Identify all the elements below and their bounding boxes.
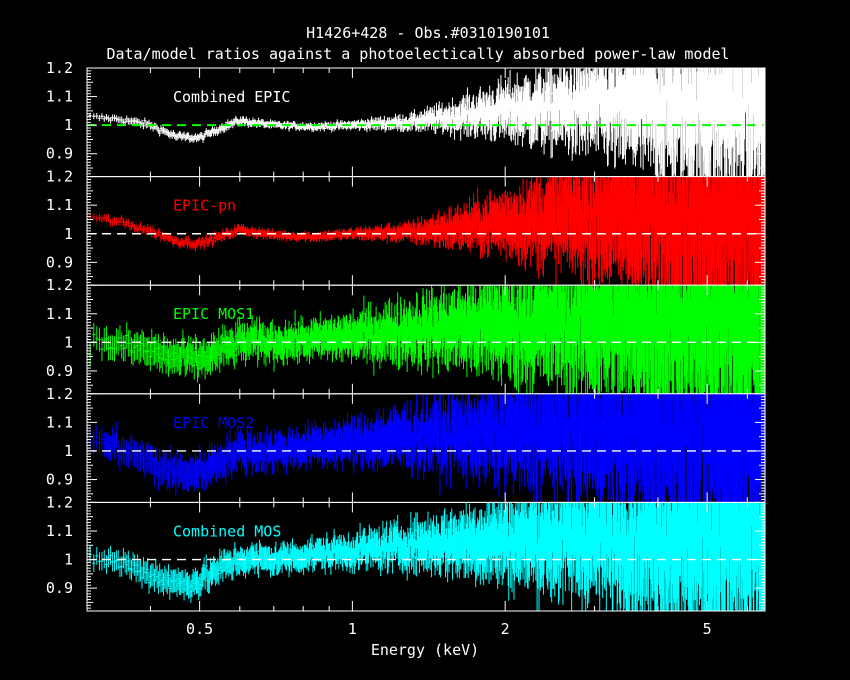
panels-group: Combined EPIC 0.9 1 1.1 1.2 EPIC-pn 0.9 1 1.1 1.2… [46, 59, 766, 638]
panel-label: Combined EPIC [173, 88, 290, 106]
data-points [88, 176, 765, 286]
y-tick-label: 1.2 [46, 168, 73, 186]
x-axis-label: Energy (keV) [371, 641, 479, 659]
y-tick-label: 1.1 [46, 88, 73, 106]
y-tick-label: 1.2 [46, 59, 73, 77]
panel-combined-epic: Combined EPIC 0.9 1 1.1 1.2 [46, 59, 766, 178]
chart-subtitle: Data/model ratios against a photoelectic… [106, 45, 729, 63]
panel-label: EPIC-pn [173, 197, 236, 215]
y-tick-label: 0.9 [46, 253, 73, 271]
y-tick-label: 0.9 [46, 145, 73, 163]
y-tick-label: 1 [64, 225, 73, 243]
y-tick-label: 1 [64, 116, 73, 134]
panel-epic-pn: EPIC-pn 0.9 1 1.1 1.2 [46, 168, 766, 286]
y-tick-label: 1.1 [46, 196, 73, 214]
chart-title: H1426+428 - Obs.#0310190101 [306, 24, 550, 42]
data-points [88, 68, 765, 177]
